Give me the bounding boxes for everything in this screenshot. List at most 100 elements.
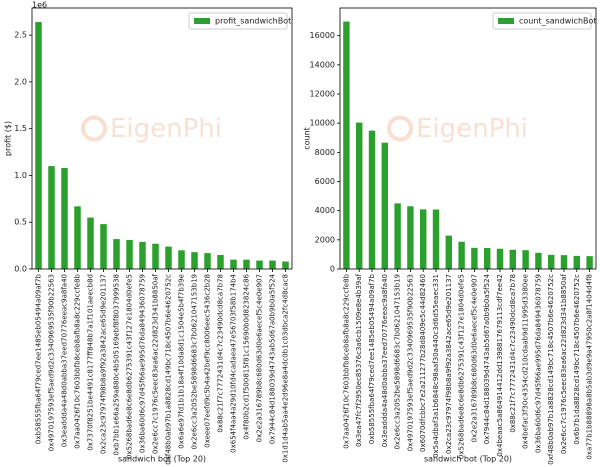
x-tick-label: 0x4970197593ef5aed9d2c3340969535f90b2256…: [48, 274, 56, 451]
y-tick-label: 14000: [310, 60, 335, 69]
bar: [394, 203, 401, 269]
x-tick-label: 0x88c21f7c7772431d4c7c23490dcd8ca7b78: [217, 274, 225, 433]
x-tick-label: 0x88c21f7c7772431d4c7c23490dcd8ca7b78: [509, 274, 517, 433]
bar: [48, 166, 55, 269]
y-tick-label: 1.0: [14, 171, 27, 180]
bar: [282, 261, 289, 269]
bar: [407, 206, 414, 269]
x-tick-label: 0xa77b1b88898a8b5ab3d9e9a47950c2a8f1404d…: [586, 274, 594, 460]
x-tick-label: 0x6a6e97fd1b1b18a4f10da8d1c1504e5b4f7b39…: [178, 274, 186, 449]
bar: [381, 142, 388, 269]
y-axis-label: profit ($): [4, 121, 13, 156]
x-tick-label: 0x7944c84d188039d4743ab5d67a0b9b0a5f524: [269, 273, 277, 444]
offset-text: 1e6: [32, 1, 47, 10]
x-tick-label: 0xb58555fba64f79ced7ee1485eb05494a09af7b: [368, 273, 376, 444]
legend-label: profit_sandwichBot: [215, 17, 291, 26]
x-tick-label: 0x2e6cc7c1976c5eec83ea6ac22d823d341b8850…: [152, 273, 160, 454]
x-tick-label: 0x5268bad6e8c6e8db6275391c43f127e1804d0e…: [458, 274, 466, 459]
x-tick-label: 0x4beaac5a864914412dd1398817679113cdf7ee…: [496, 274, 504, 457]
watermark: EigenPhi: [110, 114, 222, 144]
bar: [496, 248, 504, 269]
bar: [87, 217, 94, 269]
x-tick-label: 0x2ca23c97974f98b8a9f92a3842ace65d9e2011…: [445, 274, 453, 454]
x-tick-label: 0x2e6cc7c1976c5eec83ea6ac22d823d341b8850…: [560, 273, 568, 454]
y-tick-label: 4000: [315, 206, 335, 215]
x-tick-label: 0x36ba60d6c97d45f66ae995d76da84943607875…: [139, 274, 147, 453]
x-tick-label: 0xf48b0ab97b1a8828cd149bc718c4507b6e4620…: [547, 274, 555, 465]
x-tick-label: 0xf48b0ab97b1a8828cd149bc718c4507b6e4620…: [165, 274, 173, 465]
y-tick-label: 6000: [315, 177, 335, 186]
bar: [178, 250, 185, 269]
x-tick-label: 0x7370f8251be4491c8177ff848b7a1f101aeecb…: [87, 274, 95, 451]
x-tick-label: 0xeee07eefd9c5b4a42bef9cc8006eec5436c2b2…: [204, 274, 212, 448]
x-tick-label: 0xb7bb1e66a259a880c4b505169ebf8f80379995…: [113, 274, 121, 455]
bar: [420, 209, 427, 269]
x-tick-label: 0x2ca23c97974f98b8a9f92a3842ace65d9e2011…: [100, 274, 108, 454]
x-tick-label: 0xb58555fba64f79ced7ee1485eb05494a09af7b: [35, 273, 43, 444]
legend: profit_sandwichBot: [188, 12, 291, 30]
x-tick-label: 0x654f4aa4a29d10fd4cadaea47e56703f58b174…: [230, 273, 238, 452]
bar: [126, 240, 133, 269]
x-tick-label: 0x1d1d4ab5aa4e2d96e8a4dc0b1c03dbca2fc4d8…: [282, 274, 290, 463]
y-tick-label: 0: [330, 265, 335, 274]
x-tick-label: 0x6b7b1da8828cd149bc718c4507b6e4620752c: [573, 274, 581, 445]
bar: [152, 243, 159, 269]
watermark-logo: [387, 115, 413, 142]
x-tick-label: 0x3ea47fc7f2950ec85376c3a6cb1509e8e4b39a…: [355, 273, 363, 446]
x-tick-label: 0x5268bad6e8c6e8db6275391c43f127e1804d0e…: [126, 274, 134, 459]
y-tick-label: 2.0: [14, 77, 27, 86]
x-tick-label: 0x5a4dbaf3a1b6848c98aaf30a440c3d6d55eaec…: [432, 274, 440, 458]
x-axis-label: sandwich bot (Top 20): [424, 455, 512, 464]
legend: count_sandwichBot: [492, 12, 597, 30]
x-tick-label: 0x3eaddda4a48d0abba37eed70776eeac9a8fa40: [381, 274, 389, 447]
bar: [445, 235, 452, 269]
y-tick-label: 0.5: [14, 218, 27, 227]
bar: [560, 255, 568, 269]
bar: [573, 255, 580, 269]
bar: [191, 252, 198, 269]
x-tick-label: 0x3eaddda4a48d0abba37eed70776eeac9a8fa40: [61, 274, 69, 447]
bar: [509, 249, 516, 269]
bar: [230, 259, 237, 269]
bar: [458, 241, 465, 269]
y-tick-label: 1.5: [14, 124, 27, 133]
bar: [243, 259, 250, 269]
bar: [356, 122, 363, 269]
bar: [522, 250, 529, 269]
y-tick-label: 8000: [315, 148, 335, 157]
y-axis-label: count: [303, 127, 312, 150]
y-tick-label: 10000: [310, 119, 335, 128]
bar: [217, 254, 224, 269]
legend-box: [188, 12, 288, 30]
bar: [74, 206, 81, 269]
bar: [61, 167, 68, 269]
x-tick-label: 0x36ba60d6c97d45f66ae995d76da84943607875…: [534, 274, 542, 453]
bar: [471, 247, 478, 269]
x-axis-label: sandwich bot (Top 20): [118, 455, 206, 464]
watermark: EigenPhi: [416, 114, 528, 144]
bar: [165, 246, 172, 269]
x-tick-label: 0x4befac3f30c4354cd210cdaab9d11995d3380e…: [522, 274, 530, 449]
bar: [343, 21, 350, 270]
bar: [548, 254, 555, 269]
x-tick-label: 0x6070dfcbbc7e2a211277b28d8409e5c44d8246…: [419, 274, 427, 452]
bar: [586, 256, 593, 269]
y-tick-label: 2.5: [14, 31, 27, 40]
watermark-logo: [81, 115, 107, 142]
y-tick-label: 0.0: [14, 265, 27, 274]
x-tick-label: 0x7944c84d188039d4743ab5d67a0b9b0a5f524: [483, 273, 491, 444]
bar: [368, 130, 376, 269]
bar: [100, 224, 107, 269]
x-tick-label: 0x2e6cc3a2052be5898d6683c7b0621047153b19: [394, 274, 402, 450]
bar: [484, 248, 491, 269]
axes-frame: [31, 7, 293, 270]
bar: [256, 260, 263, 269]
axes-frame: [339, 7, 597, 270]
legend-box: [492, 12, 592, 30]
legend-swatch: [498, 18, 514, 24]
x-tick-label: 0x7aa0426f10c7603bbfb8ceb8afb8a8c229ccfe…: [74, 273, 82, 448]
x-tick-label: 0x4f80b2cd1f500815f81c15690b0d823824c86: [243, 273, 251, 439]
x-tick-label: 0x2e2a316789b8c680d63d0e6aecef5c4e0e907: [256, 274, 264, 442]
x-tick-label: 0x2e6cc3a2052be5898d6683c7b0621047153b19: [191, 274, 199, 450]
